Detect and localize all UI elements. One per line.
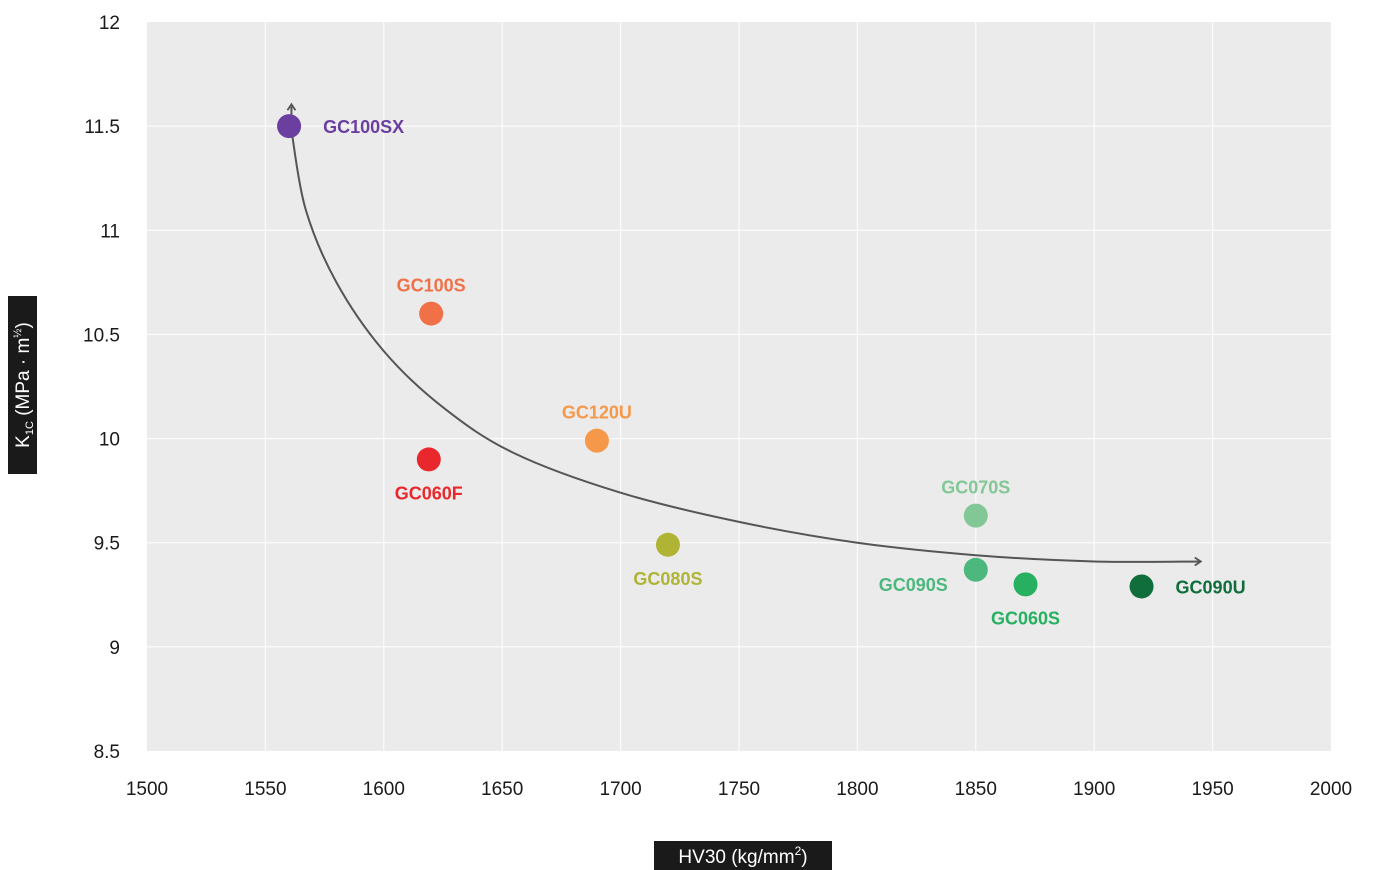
x-tick-label: 1700 — [599, 779, 641, 800]
x-tick-label: 2000 — [1310, 779, 1352, 800]
data-point-gc090s — [963, 557, 988, 582]
trend-arrow-up-icon — [286, 102, 297, 111]
y-axis-label: K1C (MPa · m½) — [8, 296, 37, 474]
y-tick-label: 12 — [99, 13, 120, 34]
x-axis-ticks: 1500 1550 1600 1650 1700 1750 1800 1850 1900 1950… — [126, 779, 1352, 800]
data-point-gc120u — [584, 428, 609, 453]
y-axis-label-main: K — [13, 435, 34, 448]
y-axis-label-text: K1C (MPa · m½) — [12, 322, 36, 448]
point-label-gc120u: GC120U — [562, 403, 632, 423]
y-axis-label-mid: (MPa · m — [13, 338, 34, 421]
point-label-gc090u: GC090U — [1176, 577, 1246, 597]
x-tick-label: 1900 — [1073, 779, 1115, 800]
trend-arrow-right-icon — [1194, 556, 1203, 567]
point-label-gc100sx: GC100SX — [323, 117, 404, 137]
data-point-gc060s — [1013, 572, 1038, 597]
data-point-gc090u — [1129, 574, 1154, 599]
data-point-gc100sx — [277, 114, 302, 139]
grid — [147, 22, 1331, 751]
x-tick-label: 1550 — [244, 779, 286, 800]
x-tick-label: 1500 — [126, 779, 168, 800]
data-point-gc070s — [963, 503, 988, 528]
point-labels: GC100SX GC100S GC060F GC120U GC080S GC070S GC0… — [323, 117, 1246, 628]
y-axis-label-sub: 1C — [24, 421, 36, 435]
x-tick-label: 1850 — [955, 779, 997, 800]
data-points — [277, 114, 1154, 599]
x-axis-label-main: HV30 (kg/mm — [678, 847, 794, 868]
point-label-gc100s: GC100S — [397, 276, 466, 296]
data-point-gc100s — [419, 301, 444, 326]
y-tick-label: 10.5 — [83, 325, 120, 346]
point-label-gc070s: GC070S — [941, 478, 1010, 498]
x-axis-label-text: HV30 (kg/mm2) — [678, 844, 807, 868]
point-label-gc090s: GC090S — [879, 575, 948, 595]
y-tick-label: 9 — [109, 638, 120, 659]
y-axis-ticks: 8.5 9 9.5 10 10.5 11 11.5 12 — [83, 13, 120, 763]
y-tick-label: 11.5 — [84, 117, 120, 138]
x-tick-label: 1650 — [481, 779, 523, 800]
point-label-gc080s: GC080S — [633, 569, 702, 589]
x-axis-label-box — [654, 841, 832, 870]
data-point-gc060f — [416, 447, 441, 472]
y-tick-label: 11 — [100, 221, 120, 242]
x-axis-label-tail: ) — [801, 847, 807, 868]
y-axis-label-box — [8, 296, 37, 474]
x-tick-label: 1750 — [718, 779, 760, 800]
x-tick-label: 1800 — [836, 779, 878, 800]
x-tick-label: 1600 — [363, 779, 405, 800]
y-tick-label: 10 — [99, 430, 120, 451]
y-axis-label-sup: ½ — [12, 329, 24, 338]
trend-curve — [290, 130, 1201, 563]
y-tick-label: 9.5 — [94, 534, 120, 555]
y-tick-label: 8.5 — [94, 742, 120, 763]
point-label-gc060f: GC060F — [395, 483, 463, 503]
data-point-gc080s — [655, 532, 680, 557]
x-axis-label: HV30 (kg/mm2) — [654, 841, 832, 870]
x-tick-label: 1950 — [1191, 779, 1233, 800]
x-axis-label-sup: 2 — [795, 844, 802, 858]
point-label-gc060s: GC060S — [991, 608, 1060, 628]
y-axis-label-tail: ) — [13, 322, 34, 328]
